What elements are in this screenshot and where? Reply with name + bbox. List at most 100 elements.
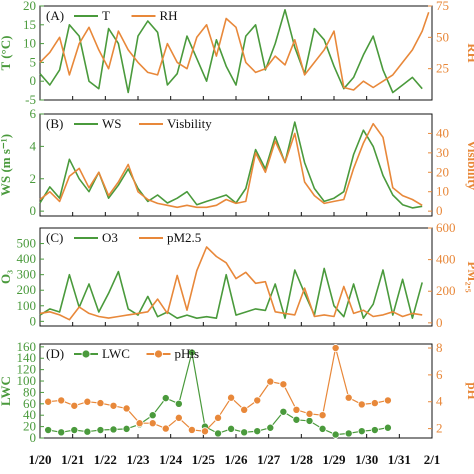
right-axis-label: PM₂.₅ xyxy=(465,261,474,292)
right-tick-label: 200 xyxy=(436,283,456,298)
data-point xyxy=(383,423,392,432)
x-tick-label: 1/31 xyxy=(388,452,411,467)
data-point xyxy=(122,404,131,413)
right-tick-label: 6 xyxy=(436,367,443,382)
panel-a: -5 0 5 10 15 20 25 50 75 T (°C) RH (A) T RH xyxy=(0,0,474,107)
data-point xyxy=(174,413,183,422)
legend-label-pM2.5: pM2.5 xyxy=(167,230,201,245)
data-point xyxy=(266,377,275,386)
left-tick-label: 200 xyxy=(17,282,37,297)
x-tick-label: 1/30 xyxy=(355,452,378,467)
legend-marker-pHis xyxy=(154,349,163,359)
left-tick-label: 120 xyxy=(17,362,37,377)
data-point xyxy=(370,426,379,435)
left-tick-label: 20 xyxy=(23,0,36,13)
right-tick-label: 75 xyxy=(436,0,449,13)
left-tick-label: 500 xyxy=(17,236,37,251)
data-point xyxy=(109,401,118,410)
right-tick-label: 40 xyxy=(436,125,449,140)
data-point xyxy=(344,429,353,438)
left-tick-label: 10 xyxy=(23,36,36,51)
data-point xyxy=(214,429,223,438)
x-tick-label: 1/27 xyxy=(257,452,281,467)
left-tick-label: 6 xyxy=(30,106,37,121)
x-tick-label: 1/23 xyxy=(126,452,150,467)
data-point xyxy=(96,426,105,435)
data-point xyxy=(292,405,301,414)
data-point xyxy=(227,424,236,433)
right-tick-label: 600 xyxy=(436,220,456,235)
data-point xyxy=(57,428,66,437)
data-point xyxy=(70,401,79,410)
plot-frame xyxy=(39,343,433,439)
panel-label: (B) xyxy=(46,116,63,131)
data-point xyxy=(240,405,249,414)
data-point xyxy=(161,424,170,433)
data-point xyxy=(214,413,223,422)
legend-marker-LWC xyxy=(81,349,91,359)
data-point xyxy=(279,380,288,389)
legend-label-LWC: LWC xyxy=(102,346,130,361)
x-tick-label: 1/20 xyxy=(28,452,51,467)
data-point xyxy=(253,427,262,436)
data-point xyxy=(200,427,209,436)
left-tick-label: 140 xyxy=(17,350,37,365)
data-point xyxy=(344,393,353,402)
legend-label-Visbility: Visbility xyxy=(167,116,212,131)
series-line-pM2.5 xyxy=(39,246,423,321)
legend-label-WS: WS xyxy=(102,116,122,131)
x-tick-label: 1/22 xyxy=(94,452,117,467)
left-tick-label: 0 xyxy=(30,313,37,328)
data-point xyxy=(83,397,92,406)
data-point xyxy=(148,419,157,428)
right-tick-label: 400 xyxy=(436,252,456,267)
data-point xyxy=(96,399,105,408)
series-line-Visbility xyxy=(39,122,423,209)
series-line-LWC xyxy=(48,352,389,436)
data-point xyxy=(187,348,196,357)
series-line-WS xyxy=(39,121,423,209)
x-tick-label: 2/1 xyxy=(424,452,441,467)
data-point xyxy=(331,344,340,353)
x-tick-label: 1/25 xyxy=(192,452,216,467)
data-point xyxy=(357,400,366,409)
data-point xyxy=(292,415,301,424)
plot-frame xyxy=(39,113,433,217)
x-tick-label: 1/28 xyxy=(290,452,314,467)
data-point xyxy=(135,419,144,428)
data-point xyxy=(174,399,183,408)
left-tick-label: 80 xyxy=(23,384,36,399)
legend-label-pHis: pHis xyxy=(175,346,200,361)
data-point xyxy=(305,416,314,425)
x-tick-label: 1/24 xyxy=(159,452,183,467)
left-tick-label: 20 xyxy=(23,419,36,434)
left-tick-label: 0 xyxy=(30,73,37,88)
left-tick-label: 40 xyxy=(23,407,36,422)
data-point xyxy=(357,427,366,436)
x-tick-label: 1/26 xyxy=(224,452,248,467)
right-axis-label: Visibility xyxy=(465,140,474,191)
left-tick-label: 300 xyxy=(17,267,37,282)
right-tick-label: 30 xyxy=(436,145,449,160)
left-tick-label: 5 xyxy=(30,54,37,69)
left-tick-label: 60 xyxy=(23,396,36,411)
data-point xyxy=(70,426,79,435)
data-point xyxy=(122,424,131,433)
left-tick-label: 0 xyxy=(30,203,37,218)
right-tick-label: 50 xyxy=(436,29,449,44)
data-point xyxy=(227,393,236,402)
legend-label-RH: RH xyxy=(160,8,178,23)
left-axis-label: LWC xyxy=(0,376,13,406)
data-point xyxy=(305,409,314,418)
right-tick-label: 8 xyxy=(436,340,443,355)
data-point xyxy=(370,399,379,408)
x-tick-label: 1/29 xyxy=(322,452,346,467)
data-point xyxy=(383,396,392,405)
left-tick-label: 160 xyxy=(17,339,37,354)
data-point xyxy=(253,396,262,405)
right-tick-label: 25 xyxy=(436,61,449,76)
data-point xyxy=(44,426,53,435)
